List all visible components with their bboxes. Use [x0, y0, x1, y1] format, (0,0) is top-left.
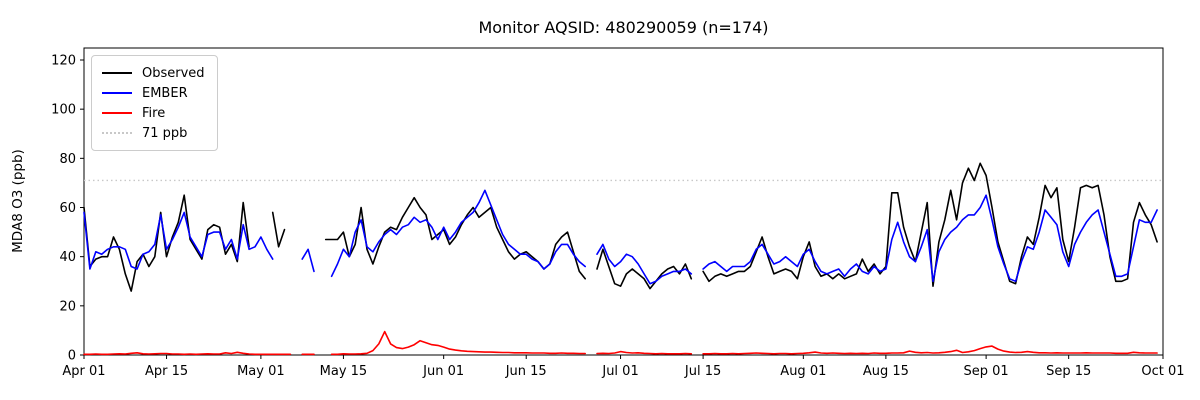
x-tick-label: Aug 15 — [863, 364, 909, 379]
legend-item-71-ppb: 71 ppb — [102, 123, 205, 143]
series-line-observed — [83, 162, 1158, 292]
y-tick-label: 60 — [59, 201, 76, 216]
legend-swatch — [102, 72, 132, 74]
x-tick-label: Aug 01 — [780, 364, 826, 379]
y-tick-label: 100 — [51, 103, 76, 118]
y-tick-label: 0 — [68, 349, 76, 364]
x-tick-label: Oct 01 — [1141, 364, 1184, 379]
x-tick-label: Apr 15 — [145, 364, 188, 379]
x-tick-label: May 01 — [237, 364, 285, 379]
legend: Observed EMBER Fire 71 ppb — [91, 55, 218, 151]
legend-swatch — [102, 112, 132, 114]
series-line-fire — [83, 330, 1158, 356]
legend-label: Fire — [142, 105, 166, 121]
legend-swatch — [102, 92, 132, 94]
x-tick-label: Jul 01 — [601, 364, 638, 379]
y-tick-label: 20 — [59, 299, 76, 314]
x-tick-label: May 15 — [320, 364, 368, 379]
x-tick-label: Apr 01 — [62, 364, 105, 379]
legend-label: Observed — [142, 65, 205, 81]
legend-swatch — [102, 132, 132, 134]
y-tick-label: 40 — [59, 250, 76, 265]
y-tick-label: 80 — [59, 152, 76, 167]
x-tick-label: Sep 15 — [1046, 364, 1091, 379]
x-tick-label: Sep 01 — [964, 364, 1009, 379]
legend-item-fire: Fire — [102, 103, 205, 123]
legend-item-observed: Observed — [102, 63, 205, 83]
plot-border — [83, 47, 1164, 356]
series-line-ember — [83, 189, 1158, 285]
x-tick-label: Jun 15 — [505, 364, 547, 379]
y-tick-label: 120 — [51, 54, 76, 69]
x-tick-label: Jun 01 — [422, 364, 464, 379]
chart-title: Monitor AQSID: 480290059 (n=174) — [478, 18, 769, 37]
legend-label: 71 ppb — [142, 125, 188, 141]
x-tick-label: Jul 15 — [684, 364, 721, 379]
legend-label: EMBER — [142, 85, 188, 101]
legend-item-ember: EMBER — [102, 83, 205, 103]
